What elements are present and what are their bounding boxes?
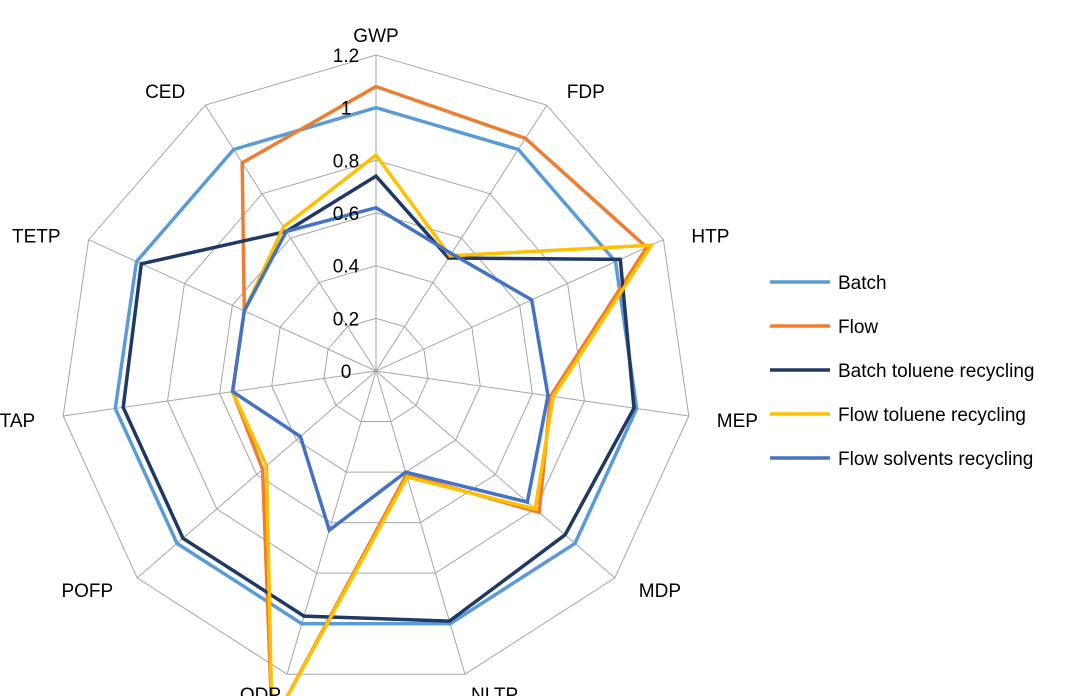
radar-grid — [62, 54, 690, 675]
tick-label: 0 — [341, 362, 352, 383]
series-line-2 — [230, 84, 649, 696]
axis-label-gwp: GWP — [353, 26, 398, 47]
legend-label-3: Batch toluene recycling — [838, 361, 1034, 382]
grid-spoke — [63, 370, 377, 417]
legend-label-2: Flow — [838, 317, 878, 338]
radar-series — [113, 84, 655, 696]
grid-ring — [323, 317, 429, 422]
tick-label: 0.4 — [333, 257, 360, 278]
tick-label: 1 — [341, 99, 352, 120]
axis-label-pofp: POFP — [61, 581, 113, 602]
series-line-3 — [121, 173, 636, 623]
grid-spoke — [375, 370, 689, 417]
axis-label-tetp: TETP — [12, 227, 61, 248]
grid-spoke — [375, 104, 548, 372]
tick-label: 0.6 — [333, 204, 359, 225]
series-line-1 — [113, 105, 639, 626]
radial-tick-labels: 0 0.2 0.4 0.6 0.8 1 1.2 — [333, 46, 360, 383]
series-line-5 — [230, 205, 550, 534]
grid-ring — [219, 212, 533, 524]
axis-label-nltp: NLTP — [471, 685, 518, 696]
axis-labels: GWP FDP HTP MEP MDP NLTP ODP POFP TAP TETP CED — [0, 26, 758, 696]
axis-label-mdp: MDP — [639, 581, 681, 602]
legend-label-5: Flow solvents recycling — [838, 449, 1033, 470]
grid-spoke — [136, 370, 377, 579]
legend: Batch Flow Batch toluene recycling Flow tol… — [770, 273, 1034, 470]
grid-ring — [62, 54, 690, 675]
legend-label-1: Batch — [838, 273, 887, 294]
axis-label-odp: ODP — [240, 685, 281, 696]
grid-spoke — [204, 104, 377, 372]
grid-ring — [166, 159, 586, 574]
tick-label: 0.2 — [333, 309, 359, 330]
legend-label-4: Flow toluene recycling — [838, 405, 1026, 426]
grid-ring — [271, 265, 481, 473]
tick-label: 1.2 — [333, 46, 359, 67]
axis-label-tap: TAP — [0, 411, 35, 432]
axis-label-fdp: FDP — [567, 82, 605, 103]
tick-label: 0.8 — [333, 151, 359, 172]
axis-label-mep: MEP — [717, 411, 758, 432]
axis-label-ced: CED — [145, 82, 185, 103]
axis-label-htp: HTP — [691, 227, 729, 248]
